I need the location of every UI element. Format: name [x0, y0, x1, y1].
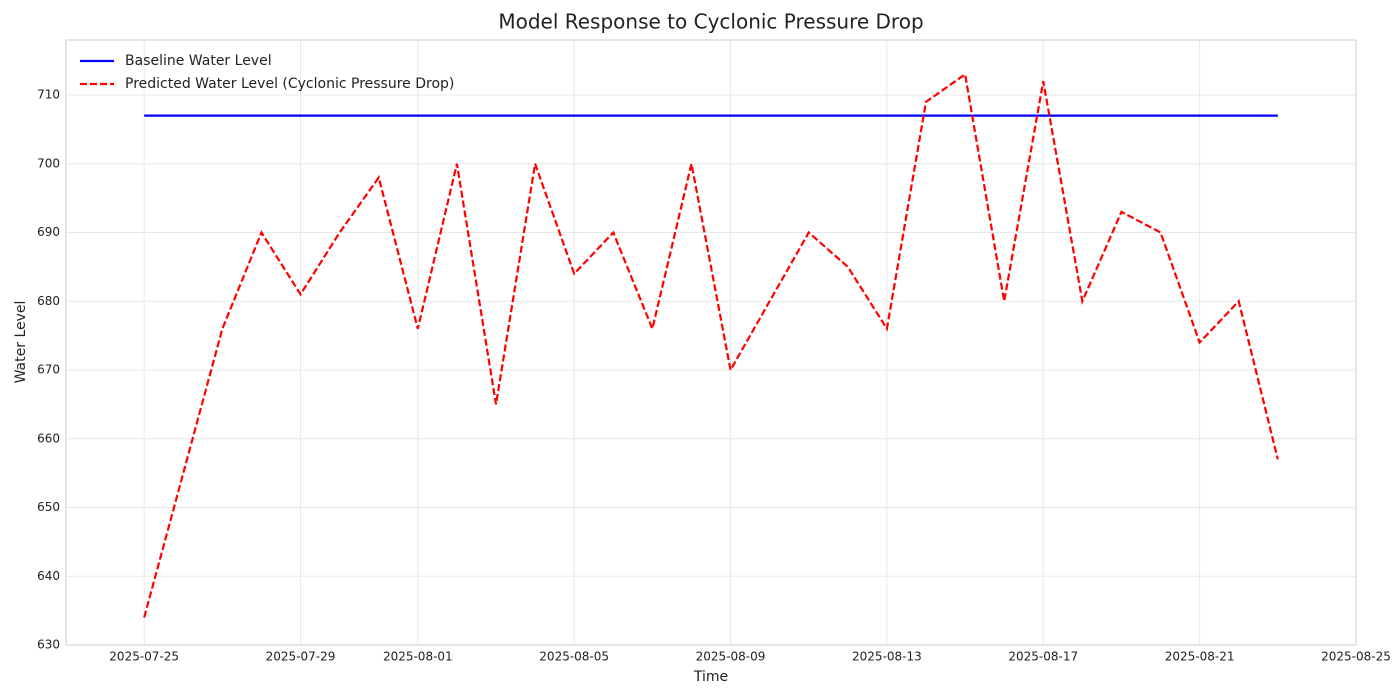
- y-tick-label: 700: [37, 156, 60, 170]
- x-tick-label: 2025-08-05: [539, 650, 609, 664]
- plot-frame: [65, 39, 1357, 646]
- series-line: [143, 72, 1279, 618]
- x-axis-label: Time: [693, 669, 728, 685]
- chart-title: Model Response to Cyclonic Pressure Drop: [498, 10, 923, 34]
- y-tick-label: 680: [37, 294, 60, 308]
- x-tick-label: 2025-08-13: [852, 650, 922, 664]
- x-tick-label: 2025-08-09: [696, 650, 766, 664]
- y-tick-label: 710: [37, 88, 60, 102]
- x-tick-label: 2025-08-25: [1321, 650, 1391, 664]
- y-tick-label: 660: [37, 431, 60, 445]
- y-tick-label: 630: [37, 638, 60, 652]
- x-tick-label: 2025-07-25: [109, 650, 179, 664]
- y-tick-label: 690: [37, 225, 60, 239]
- x-tick-label: 2025-08-17: [1008, 650, 1078, 664]
- x-tick-label: 2025-08-21: [1165, 650, 1235, 664]
- x-tick-label: 2025-08-01: [383, 650, 453, 664]
- legend-label: Baseline Water Level: [125, 53, 272, 69]
- x-tick-label: 2025-07-29: [266, 650, 336, 664]
- y-tick-label: 640: [37, 569, 60, 583]
- y-tick-label: 650: [37, 500, 60, 514]
- y-tick-label: 670: [37, 363, 60, 377]
- y-axis-label: Water Level: [13, 301, 29, 384]
- legend-label: Predicted Water Level (Cyclonic Pressure…: [125, 76, 454, 92]
